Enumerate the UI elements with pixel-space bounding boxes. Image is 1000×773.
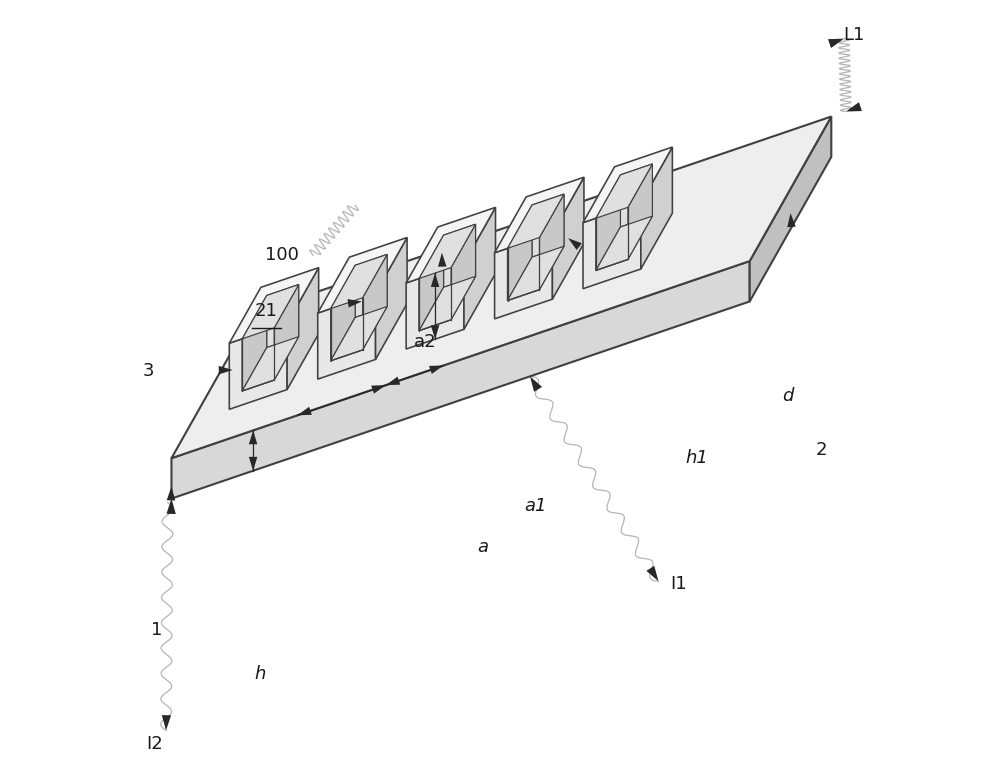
Polygon shape [646, 566, 658, 581]
Polygon shape [596, 207, 628, 271]
Polygon shape [249, 431, 257, 444]
Polygon shape [438, 253, 447, 267]
Text: h1: h1 [686, 448, 708, 467]
Polygon shape [596, 216, 652, 271]
Polygon shape [318, 294, 376, 380]
Polygon shape [495, 233, 552, 319]
Polygon shape [267, 284, 299, 348]
Polygon shape [495, 177, 584, 253]
Polygon shape [331, 298, 363, 361]
Polygon shape [431, 273, 439, 287]
Polygon shape [274, 284, 299, 380]
Text: d: d [782, 386, 794, 405]
Polygon shape [363, 254, 387, 350]
Polygon shape [641, 147, 672, 269]
Polygon shape [583, 203, 641, 289]
Polygon shape [508, 194, 564, 248]
Polygon shape [596, 164, 652, 218]
Polygon shape [355, 254, 387, 318]
Polygon shape [828, 39, 844, 48]
Polygon shape [376, 237, 407, 359]
Text: I2: I2 [146, 734, 163, 753]
Polygon shape [242, 337, 299, 391]
Polygon shape [419, 267, 451, 331]
Polygon shape [508, 205, 532, 301]
Polygon shape [242, 328, 274, 391]
Polygon shape [750, 117, 831, 301]
Text: 100: 100 [265, 246, 299, 264]
Polygon shape [287, 267, 319, 390]
Polygon shape [318, 237, 407, 313]
Polygon shape [406, 207, 496, 283]
Text: L1: L1 [843, 26, 865, 44]
Polygon shape [846, 102, 862, 111]
Polygon shape [628, 164, 652, 260]
Polygon shape [530, 376, 542, 392]
Polygon shape [532, 194, 564, 257]
Polygon shape [508, 247, 564, 301]
Polygon shape [539, 194, 564, 290]
Polygon shape [219, 366, 233, 374]
Polygon shape [429, 366, 444, 374]
Text: h: h [255, 665, 266, 683]
Polygon shape [620, 164, 652, 227]
Polygon shape [444, 224, 476, 288]
Polygon shape [171, 117, 831, 458]
Polygon shape [348, 299, 362, 308]
Polygon shape [787, 213, 796, 227]
Polygon shape [508, 237, 539, 301]
Polygon shape [464, 207, 496, 329]
Text: 2: 2 [815, 441, 827, 459]
Polygon shape [331, 254, 387, 308]
Polygon shape [249, 457, 257, 471]
Polygon shape [583, 147, 672, 223]
Polygon shape [552, 177, 584, 299]
Polygon shape [242, 295, 267, 391]
Polygon shape [419, 235, 444, 331]
Polygon shape [171, 261, 750, 499]
Text: I1: I1 [670, 574, 687, 593]
Polygon shape [331, 265, 355, 361]
Text: a: a [477, 538, 488, 557]
Polygon shape [166, 499, 176, 514]
Polygon shape [596, 175, 620, 271]
Polygon shape [406, 264, 464, 349]
Polygon shape [331, 307, 387, 361]
Polygon shape [451, 224, 476, 320]
Polygon shape [242, 284, 299, 339]
Polygon shape [386, 376, 400, 385]
Text: a1: a1 [525, 497, 547, 516]
Text: 21: 21 [255, 301, 278, 320]
Text: 1: 1 [151, 621, 162, 639]
Text: 3: 3 [143, 362, 154, 380]
Polygon shape [419, 277, 476, 331]
Polygon shape [162, 715, 171, 730]
Polygon shape [229, 323, 287, 410]
Polygon shape [431, 325, 439, 339]
Polygon shape [297, 407, 312, 415]
Polygon shape [167, 486, 175, 501]
Polygon shape [371, 385, 386, 393]
Polygon shape [568, 238, 582, 250]
Polygon shape [229, 267, 319, 343]
Text: a2: a2 [414, 332, 437, 351]
Polygon shape [419, 224, 476, 278]
